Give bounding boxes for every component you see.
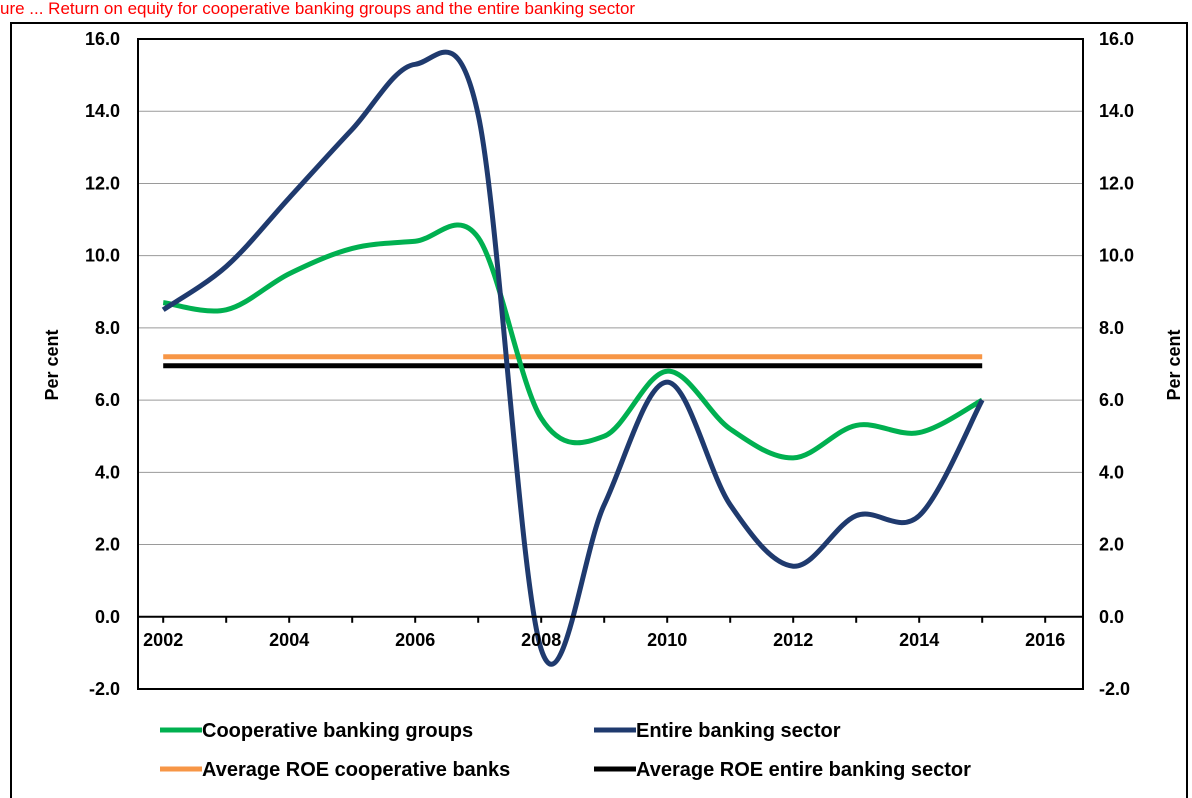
legend-label: Average ROE cooperative banks <box>202 759 510 781</box>
y-tick-label-left: 2.0 <box>95 535 120 555</box>
y-tick-label-right: 4.0 <box>1099 462 1124 482</box>
legend-label: Entire banking sector <box>636 720 841 742</box>
x-tick-label: 2012 <box>773 630 813 650</box>
x-tick-label: 2016 <box>1025 630 1065 650</box>
legend-label: Cooperative banking groups <box>202 720 473 742</box>
y-axis-label-left: Per cent <box>42 329 62 400</box>
y-tick-label-right: 16.0 <box>1099 29 1134 49</box>
x-tick-label: 2014 <box>899 630 939 650</box>
series-line-cooperative-banking-groups <box>162 222 984 461</box>
y-tick-label-right: 12.0 <box>1099 173 1134 193</box>
y-tick-label-right: 2.0 <box>1099 535 1124 555</box>
y-tick-label-left: 10.0 <box>85 246 120 266</box>
x-tick-label: 2010 <box>647 630 687 650</box>
y-tick-label-left: 4.0 <box>95 462 120 482</box>
chart-frame <box>10 22 1188 798</box>
legend-item: Cooperative banking groups <box>160 720 473 742</box>
y-tick-label-right: 0.0 <box>1099 607 1124 627</box>
y-tick-label-right: 6.0 <box>1099 390 1124 410</box>
x-tick-label: 2004 <box>269 630 309 650</box>
y-tick-label-right: -2.0 <box>1099 679 1130 699</box>
y-tick-label-right: 14.0 <box>1099 101 1134 121</box>
figure-title: ure ... Return on equity for cooperative… <box>0 0 636 18</box>
legend-item: Entire banking sector <box>594 720 841 742</box>
y-tick-label-right: 10.0 <box>1099 246 1134 266</box>
y-axis-label-right: Per cent <box>1164 329 1184 400</box>
y-tick-label-left: 12.0 <box>85 173 120 193</box>
y-tick-label-left: -2.0 <box>89 679 120 699</box>
series-lines <box>161 49 985 667</box>
legend-item: Average ROE cooperative banks <box>160 759 510 781</box>
y-tick-label-left: 16.0 <box>85 29 120 49</box>
y-tick-label-left: 0.0 <box>95 607 120 627</box>
y-tick-label-left: 14.0 <box>85 101 120 121</box>
plot-area-border <box>137 38 1084 690</box>
y-tick-label-right: 8.0 <box>1099 318 1124 338</box>
legend: Cooperative banking groups Entire banking… <box>160 720 971 781</box>
y-tick-label-left: 6.0 <box>95 390 120 410</box>
x-tick-label: 2006 <box>395 630 435 650</box>
legend-label: Average ROE entire banking sector <box>636 759 971 781</box>
series-line-entire-banking-sector <box>161 49 985 667</box>
legend-item: Average ROE entire banking sector <box>594 759 971 781</box>
x-tick-label: 2008 <box>521 630 561 650</box>
axes: -2.0 -2.0 0.0 0.0 2.0 2.0 4.0 4.0 6.0 6.0 8.0 8.0 10… <box>85 29 1134 699</box>
x-tick-label: 2002 <box>143 630 183 650</box>
y-tick-label-left: 8.0 <box>95 318 120 338</box>
